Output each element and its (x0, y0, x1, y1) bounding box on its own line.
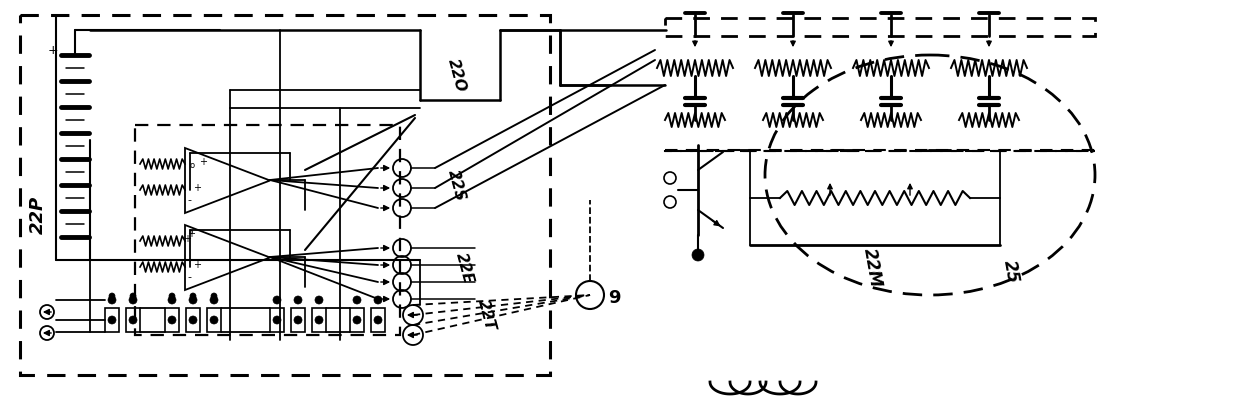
Text: +: + (47, 43, 58, 57)
Bar (126, 308, 140, 332)
Circle shape (108, 296, 117, 304)
Text: +: + (193, 183, 201, 193)
Text: 22P: 22P (29, 196, 47, 234)
Circle shape (108, 316, 117, 324)
Bar (270, 308, 284, 332)
Circle shape (294, 296, 303, 304)
Text: +: + (193, 260, 201, 270)
Circle shape (167, 296, 176, 304)
Text: 22O: 22O (445, 57, 469, 94)
Bar (20, 15, 551, 375)
Circle shape (315, 296, 322, 304)
Text: -: - (187, 195, 191, 205)
Text: 25: 25 (999, 259, 1022, 285)
Text: +: + (184, 234, 191, 244)
Circle shape (210, 296, 218, 304)
Circle shape (315, 316, 322, 324)
Text: 22S: 22S (445, 168, 467, 203)
Bar (350, 308, 365, 332)
Text: o: o (190, 161, 195, 170)
Circle shape (167, 316, 176, 324)
Circle shape (353, 296, 361, 304)
Text: 9: 9 (608, 289, 620, 307)
Text: 22T: 22T (475, 298, 497, 332)
Circle shape (188, 316, 197, 324)
Circle shape (129, 296, 136, 304)
Bar (186, 308, 200, 332)
Bar (665, 150, 1095, 151)
Circle shape (129, 316, 136, 324)
Circle shape (353, 316, 361, 324)
Bar (291, 308, 305, 332)
Circle shape (109, 293, 115, 299)
Bar (165, 308, 179, 332)
Circle shape (130, 293, 136, 299)
Circle shape (190, 293, 196, 299)
Text: +: + (187, 229, 195, 239)
Text: -: - (187, 272, 191, 282)
Circle shape (273, 316, 281, 324)
Bar (105, 308, 119, 332)
Circle shape (210, 316, 218, 324)
Circle shape (294, 316, 303, 324)
Text: 22M: 22M (861, 247, 884, 289)
Text: 22E: 22E (453, 251, 476, 285)
Circle shape (374, 316, 382, 324)
Bar (207, 308, 221, 332)
Bar (135, 125, 401, 335)
Circle shape (273, 296, 281, 304)
Circle shape (169, 293, 175, 299)
Circle shape (692, 249, 704, 261)
Bar (371, 308, 384, 332)
Circle shape (374, 296, 382, 304)
Text: o: o (188, 229, 193, 235)
Circle shape (188, 296, 197, 304)
Bar (665, 18, 1095, 36)
Bar (312, 308, 326, 332)
Text: +: + (198, 157, 207, 167)
Circle shape (211, 293, 217, 299)
